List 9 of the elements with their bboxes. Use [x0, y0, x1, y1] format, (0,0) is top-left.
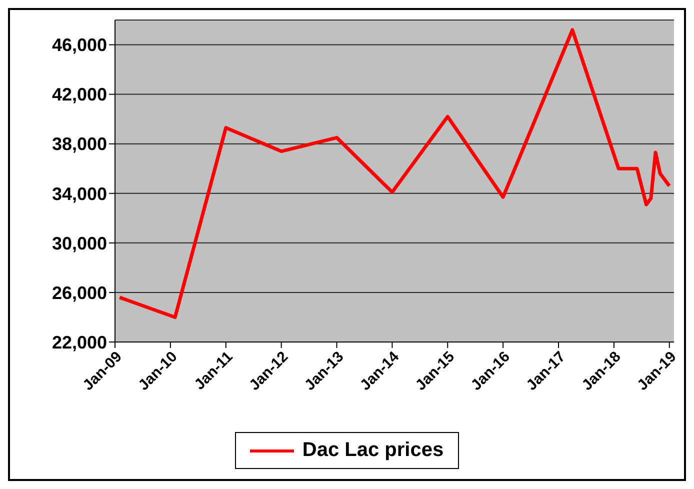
line-series [118, 28, 672, 319]
y-tick-label: 46,000 [52, 35, 107, 56]
legend-label: Dac Lac prices [302, 439, 444, 462]
y-tick-label: 38,000 [52, 134, 107, 154]
y-tick-label: 30,000 [52, 233, 107, 254]
y-tick-label: 26,000 [52, 282, 107, 303]
y-tick-label: 42,000 [52, 84, 107, 105]
y-tick-label: 22,000 [52, 332, 107, 352]
y-tick-label: 34,000 [52, 184, 107, 204]
